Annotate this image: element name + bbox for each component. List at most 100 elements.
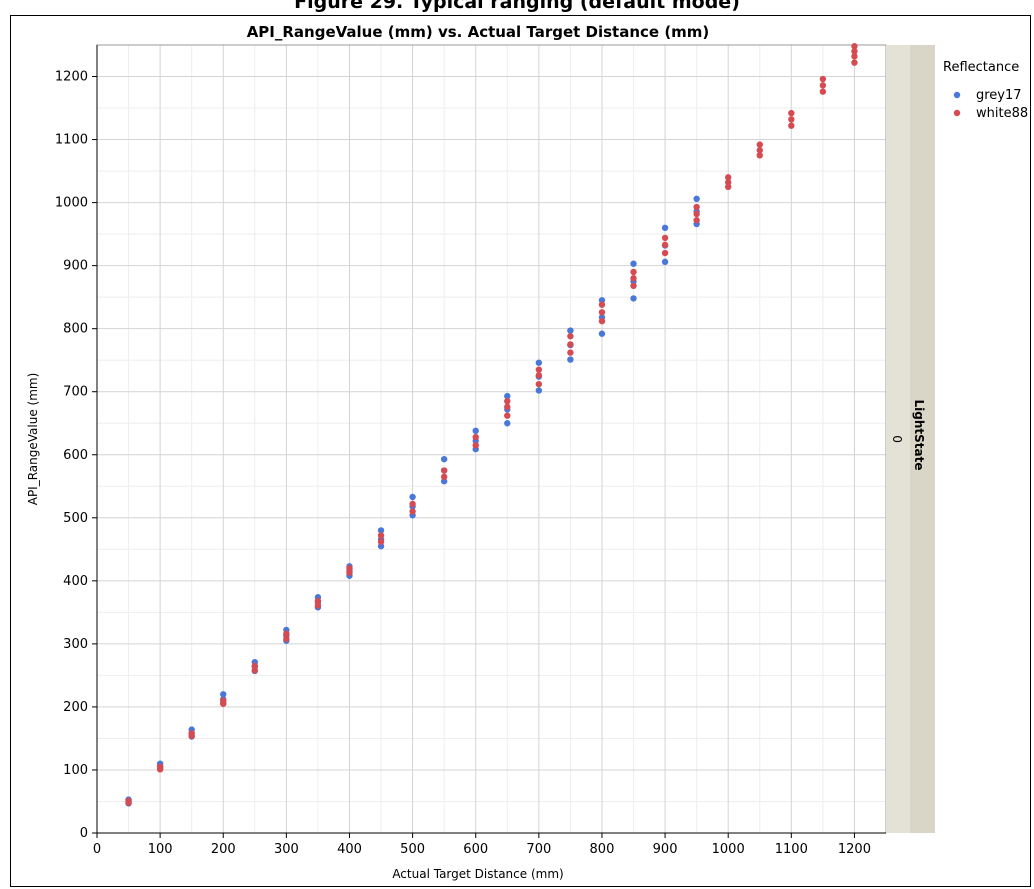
point-white88 xyxy=(567,333,574,340)
point-white88 xyxy=(125,797,132,805)
x-axis-label: Actual Target Distance (mm) xyxy=(392,867,563,881)
x-tick-label: 300 xyxy=(274,842,299,857)
point-white88 xyxy=(504,397,511,405)
point-white88 xyxy=(819,88,827,95)
x-tick-label: 1200 xyxy=(838,842,871,857)
chart-frame xyxy=(10,15,1031,887)
point-white88 xyxy=(851,59,858,66)
point-white88 xyxy=(440,467,448,474)
point-white88 xyxy=(756,141,763,148)
point-white88 xyxy=(598,317,606,325)
x-tick-label: 800 xyxy=(590,842,615,857)
point-grey17 xyxy=(661,224,669,232)
point-white88 xyxy=(283,635,290,643)
point-white88 xyxy=(630,268,637,276)
x-axis-ticks: 0 100 200 300 400 500 600 700 800 900 1000 1100 1200 xyxy=(93,832,886,857)
y-tick-label: 200 xyxy=(63,700,88,715)
y-tick-label: 1200 xyxy=(55,70,88,85)
point-white88 xyxy=(472,442,479,449)
point-white88 xyxy=(409,508,416,515)
chart-title: API_RangeValue (mm) vs. Actual Target Di… xyxy=(247,23,710,41)
point-grey17 xyxy=(377,542,385,550)
point-white88 xyxy=(661,234,669,242)
point-white88 xyxy=(819,82,827,89)
y-axis-ticks: 0 100 200 300 400 500 600 700 800 900 1000 1100 1200 xyxy=(55,45,98,841)
point-grey17 xyxy=(504,420,511,427)
point-white88 xyxy=(251,662,258,670)
point-white88 xyxy=(156,763,164,771)
point-white88 xyxy=(788,109,795,117)
facet-strip-outer xyxy=(886,45,910,833)
point-white88 xyxy=(630,282,637,290)
point-white88 xyxy=(661,249,669,257)
point-white88 xyxy=(661,241,669,249)
y-tick-label: 500 xyxy=(63,511,88,526)
y-tick-label: 600 xyxy=(63,448,88,463)
point-white88 xyxy=(725,179,732,186)
point-white88 xyxy=(220,697,227,704)
point-white88 xyxy=(346,565,353,572)
point-grey17 xyxy=(535,387,543,394)
x-tick-label: 1100 xyxy=(775,842,808,857)
legend: Reflectance grey17 white88 xyxy=(943,60,1028,121)
x-tick-label: 900 xyxy=(653,842,678,857)
point-grey17 xyxy=(567,356,574,363)
point-grey17 xyxy=(504,392,511,400)
legend-marker-white88 xyxy=(953,109,961,117)
point-white88 xyxy=(693,210,700,218)
point-white88 xyxy=(251,667,258,674)
point-white88 xyxy=(535,372,543,379)
point-grey17 xyxy=(598,330,606,337)
plot-area-border xyxy=(96,44,887,834)
point-white88 xyxy=(693,203,700,211)
point-white88 xyxy=(598,309,606,316)
point-white88 xyxy=(788,116,795,123)
point-white88 xyxy=(851,53,858,60)
point-white88 xyxy=(283,630,290,637)
y-tick-label: 700 xyxy=(63,385,88,400)
grid-lines xyxy=(96,45,886,834)
figure-caption: Figure 29. Typical ranging (default mode… xyxy=(294,0,740,13)
x-tick-label: 0 xyxy=(93,842,101,857)
data-points xyxy=(125,43,858,807)
y-tick-label: 800 xyxy=(63,322,88,337)
y-tick-label: 300 xyxy=(63,637,88,652)
point-white88 xyxy=(377,532,385,539)
legend-label-white88: white88 xyxy=(976,106,1028,121)
point-grey17 xyxy=(440,455,448,463)
point-white88 xyxy=(756,147,763,154)
point-grey17 xyxy=(567,327,574,334)
y-axis-label: API_RangeValue (mm) xyxy=(26,373,40,506)
point-white88 xyxy=(630,275,637,282)
y-tick-label: 400 xyxy=(63,574,88,589)
y-tick-label: 1000 xyxy=(55,196,88,211)
point-white88 xyxy=(409,500,416,508)
point-grey17 xyxy=(220,691,227,698)
facet-strip-inner xyxy=(910,45,935,833)
x-tick-label: 400 xyxy=(337,842,362,857)
point-white88 xyxy=(788,122,795,129)
point-white88 xyxy=(567,349,574,356)
point-grey17 xyxy=(535,359,543,366)
point-white88 xyxy=(346,569,353,576)
x-tick-label: 200 xyxy=(211,842,236,857)
y-tick-label: 0 xyxy=(80,826,88,841)
x-tick-label: 500 xyxy=(400,842,425,857)
point-white88 xyxy=(567,341,574,348)
point-white88 xyxy=(377,538,385,545)
point-white88 xyxy=(851,43,858,50)
facet-strip-label: LightState xyxy=(912,400,926,471)
point-white88 xyxy=(314,597,322,605)
point-white88 xyxy=(472,433,479,441)
point-white88 xyxy=(851,48,858,55)
point-grey17 xyxy=(440,478,448,485)
point-white88 xyxy=(756,152,763,159)
point-white88 xyxy=(535,366,543,373)
x-tick-label: 100 xyxy=(148,842,173,857)
point-white88 xyxy=(504,403,511,411)
y-tick-label: 900 xyxy=(63,259,88,274)
point-white88 xyxy=(314,602,322,609)
point-white88 xyxy=(535,380,543,388)
y-tick-label: 1100 xyxy=(55,133,88,148)
